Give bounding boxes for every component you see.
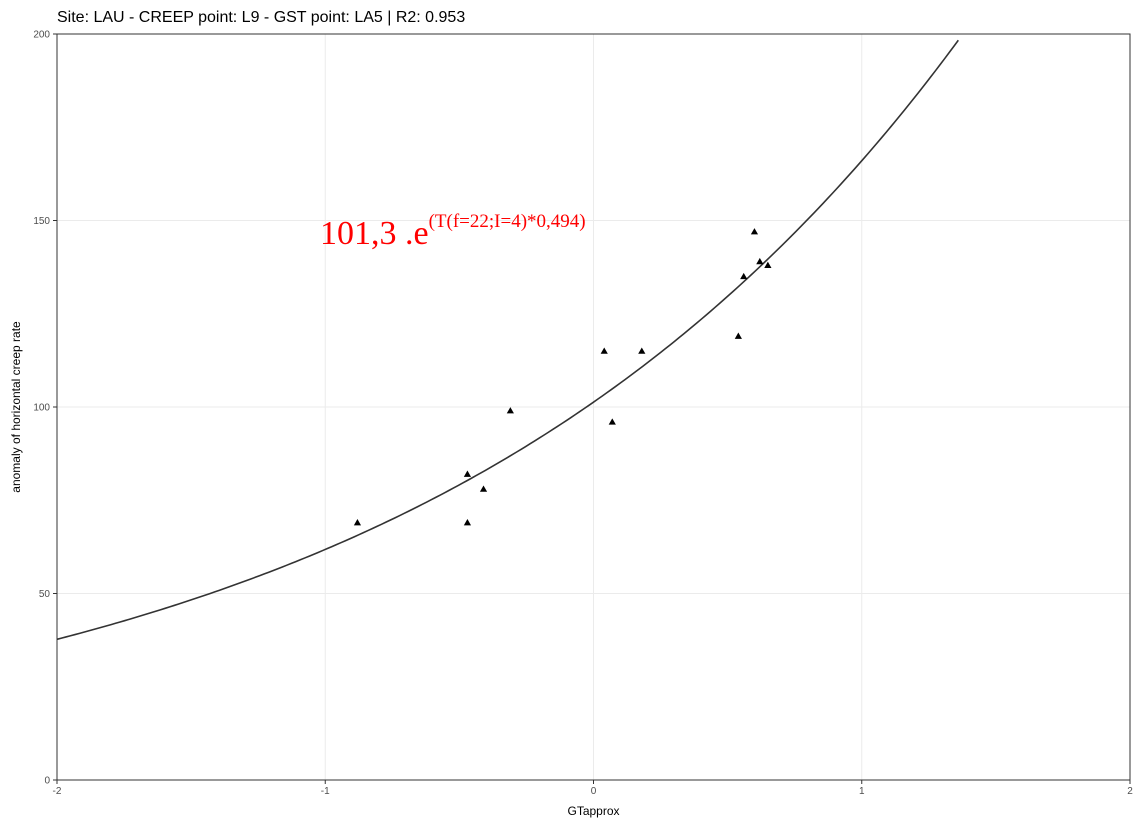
x-axis-title: GTapprox	[567, 804, 619, 818]
y-tick-label: 0	[44, 776, 50, 787]
x-tick-label: 1	[859, 786, 865, 797]
y-tick-label: 200	[33, 30, 50, 41]
chart-title: Site: LAU - CREEP point: L9 - GST point:…	[57, 9, 465, 26]
data-point	[463, 470, 472, 477]
axis-ticks: -2 -1 0 1 2 0 50 100 150 200	[33, 30, 1133, 798]
x-tick-label: 0	[591, 786, 597, 797]
y-tick-label: 100	[33, 403, 50, 414]
data-point	[608, 418, 616, 425]
data-point	[750, 228, 759, 235]
data-points	[353, 228, 772, 526]
data-point	[764, 261, 772, 268]
x-tick-label: 2	[1127, 786, 1133, 797]
data-point	[506, 407, 514, 414]
y-axis-title: anomaly of horizontal creep rate	[9, 321, 23, 493]
data-point	[734, 332, 742, 339]
x-tick-label: -2	[53, 786, 62, 797]
formula-main: 101,3 .e	[320, 215, 429, 252]
data-point	[353, 519, 362, 526]
y-tick-label: 150	[33, 216, 50, 227]
data-point	[479, 485, 488, 492]
data-point	[756, 257, 764, 265]
data-point	[600, 347, 608, 354]
data-point	[740, 272, 748, 280]
data-point	[463, 519, 472, 526]
y-tick-label: 50	[39, 589, 51, 600]
formula-superscript: (T(f=22;I=4)*0,494)	[429, 211, 586, 232]
fit-curve	[56, 39, 959, 641]
data-point	[638, 347, 646, 354]
formula-annotation: 101,3 .e(T(f=22;I=4)*0,494)	[320, 211, 586, 252]
x-tick-label: -1	[321, 786, 330, 797]
